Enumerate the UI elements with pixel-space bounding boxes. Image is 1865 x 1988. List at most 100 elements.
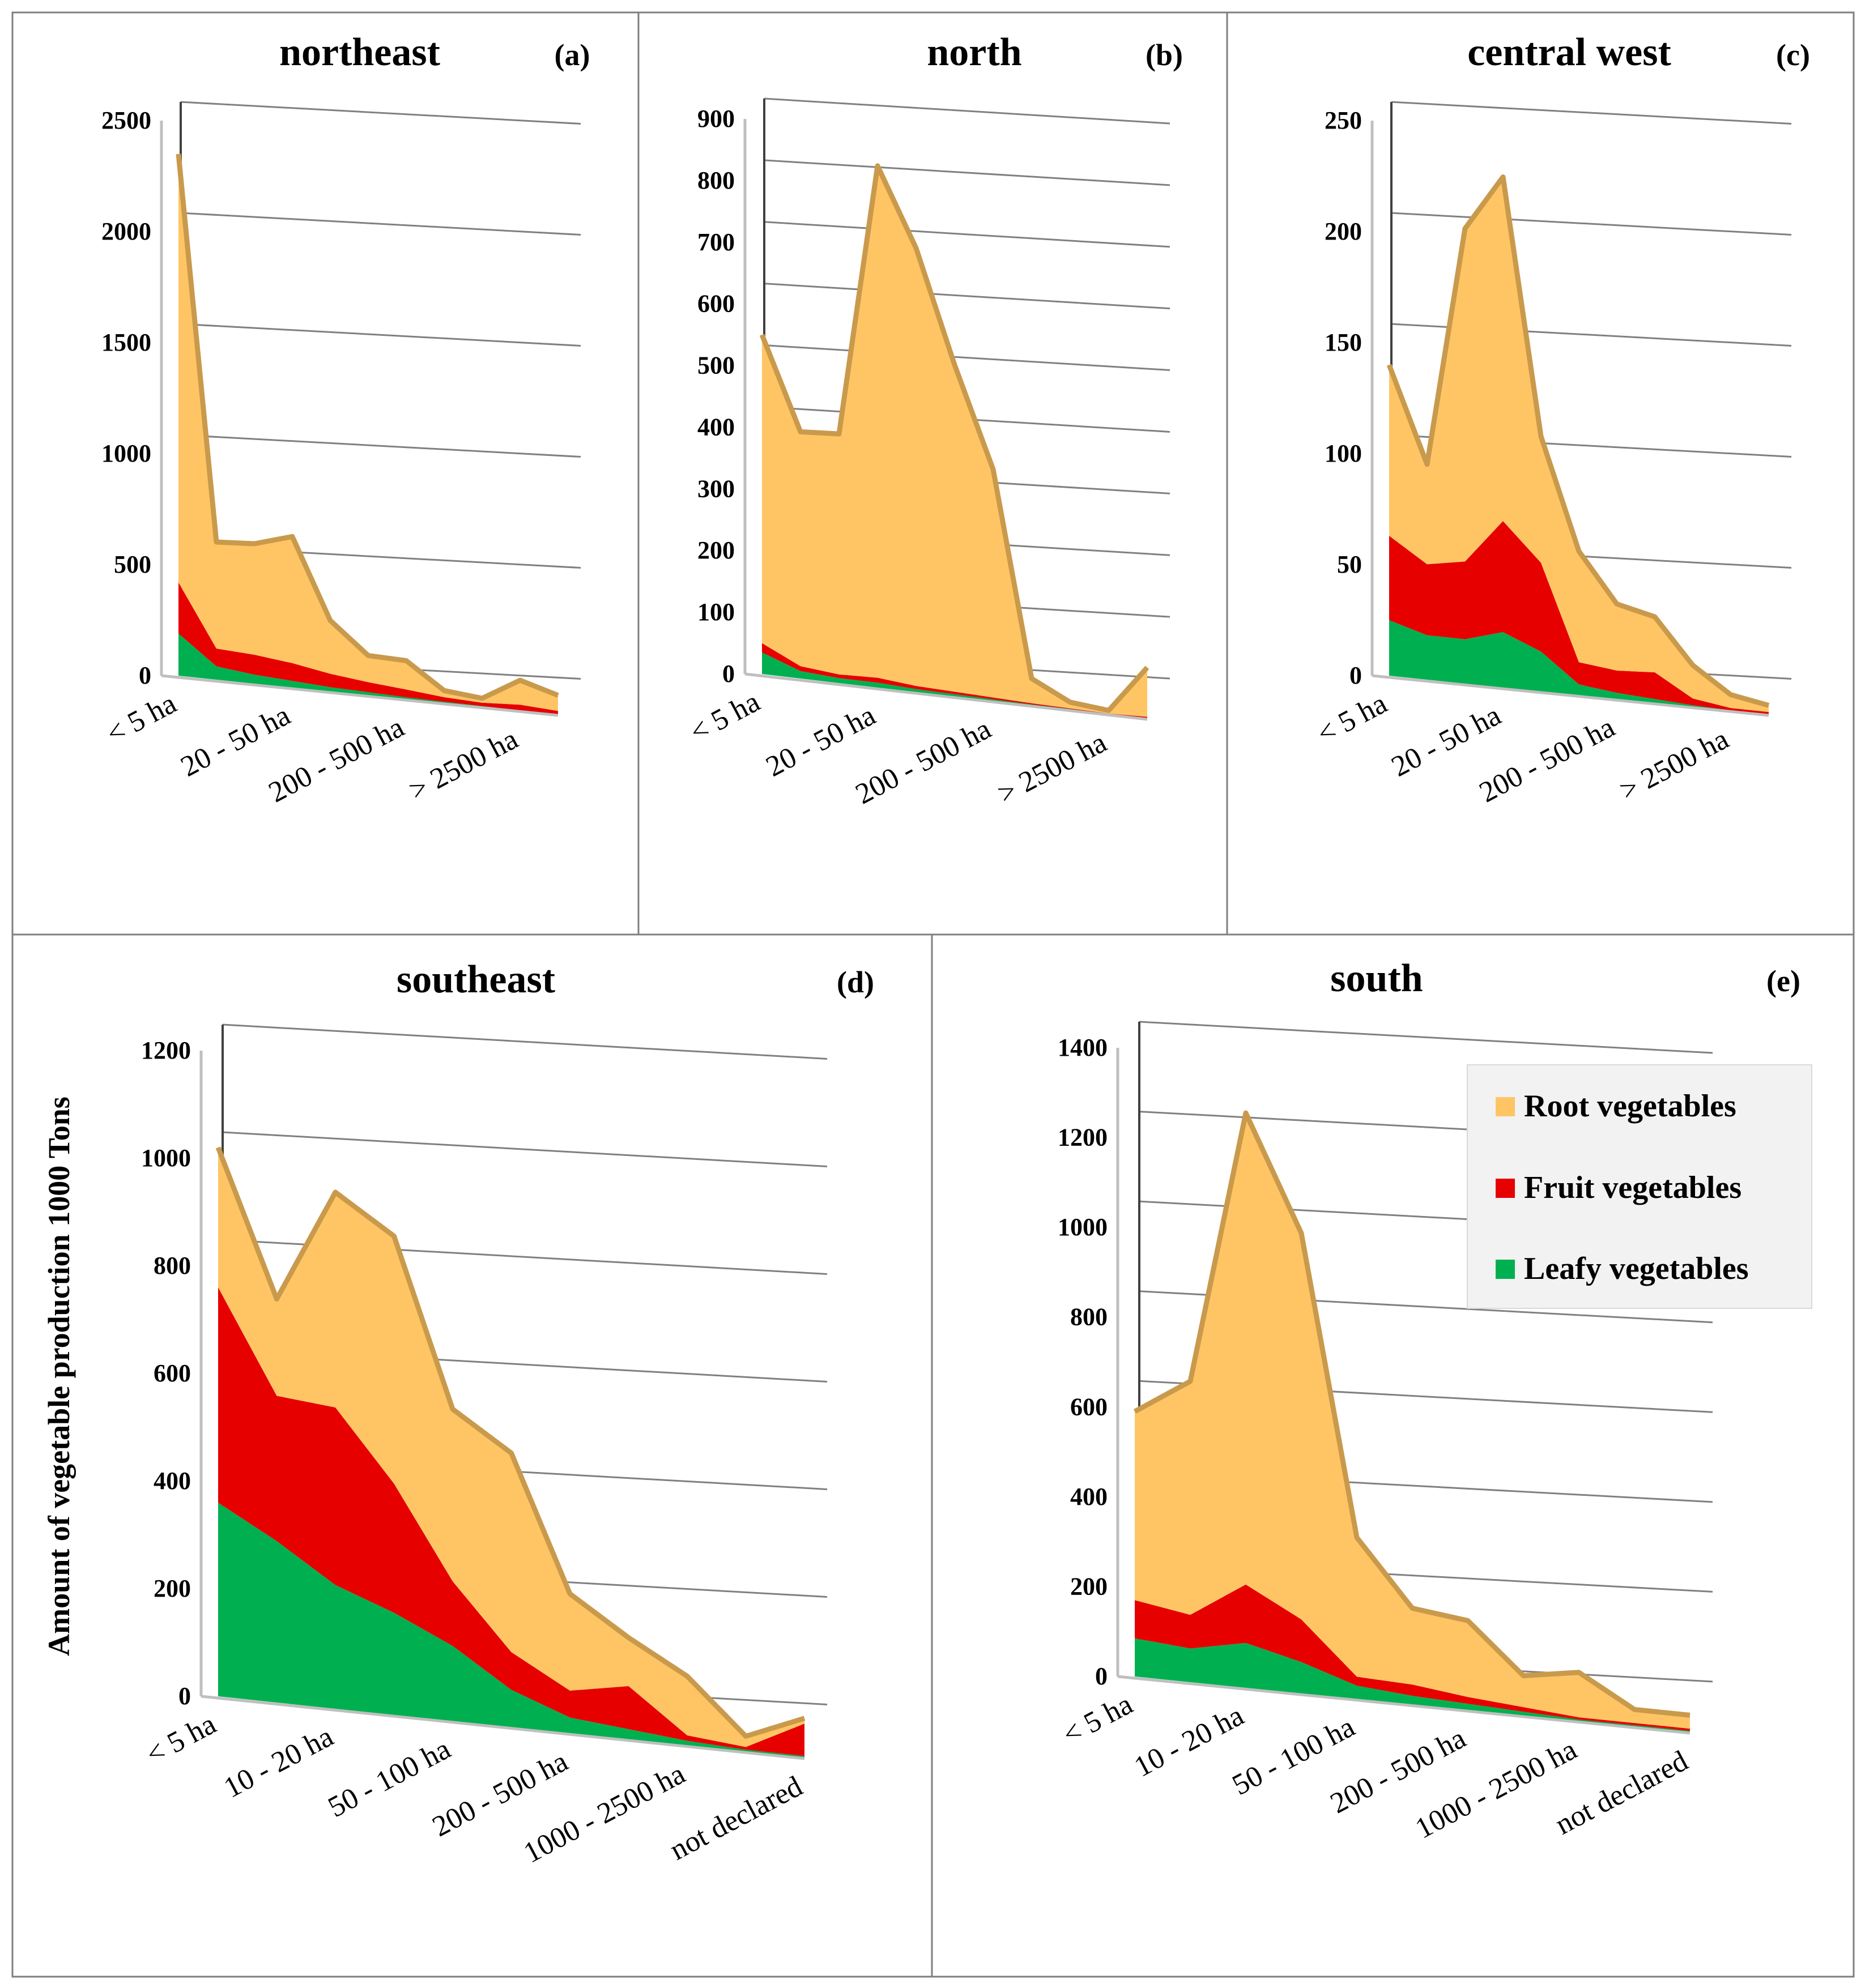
figure-frame [11, 11, 1855, 1978]
area-top-edge [176, 153, 559, 701]
panel-label: (c) [1776, 38, 1810, 72]
panel-northeast: northeast (a) 0 500 1000 1500 2000 2500 < 5 ha… [101, 31, 590, 809]
x-axis-line [744, 672, 1148, 721]
area-top-edge [1133, 1110, 1691, 1718]
y-tick-label: 100 [1325, 440, 1362, 467]
panel-borders [11, 11, 1855, 1978]
y-tick-label: 0 [178, 1682, 191, 1710]
gridline [180, 101, 581, 125]
x-tick-label: < 5 ha [1058, 1688, 1138, 1751]
x-tick-label: > 2500 ha [1615, 723, 1734, 807]
series-areas [215, 1146, 806, 1759]
legend-label-root: Root vegetables [1524, 1089, 1736, 1124]
y-tick-label: 100 [697, 598, 735, 626]
x-tick-label: < 5 ha [101, 687, 182, 750]
area-root-vegetables [1135, 1113, 1690, 1729]
y-ticks: 0 100 200 300 400 500 600 700 800 900 [697, 105, 735, 688]
area-root-vegetables [1389, 177, 1769, 713]
y-tick-label: 50 [1337, 551, 1362, 578]
series-areas [1133, 1110, 1691, 1733]
legend-swatch-fruit [1496, 1179, 1515, 1198]
legend-label-leafy: Leafy vegetables [1524, 1251, 1749, 1286]
y-tick-label: 2000 [101, 217, 151, 245]
y-tick-label: 600 [154, 1359, 191, 1387]
y-tick-label: 800 [1070, 1303, 1108, 1331]
y-tick-label: 400 [154, 1467, 191, 1495]
panel-label: (d) [837, 965, 874, 999]
area-root-vegetables [218, 1147, 804, 1747]
panel-title: south [1330, 957, 1423, 1000]
y-tick-label: 200 [1070, 1572, 1108, 1600]
gridline [180, 434, 581, 458]
y-tick-label: 400 [697, 413, 735, 441]
y-ticks: 0 200 400 600 800 1000 1200 [141, 1036, 191, 1710]
y-ticks: 0 500 1000 1500 2000 2500 [101, 106, 151, 689]
panel-title: northeast [279, 31, 440, 74]
panel-title: north [927, 31, 1021, 74]
y-tick-label: 1000 [141, 1144, 191, 1172]
legend-entry-root: Root vegetables [1496, 1089, 1736, 1124]
gridline [1391, 101, 1792, 125]
y-tick-label: 2500 [101, 106, 151, 134]
y-tick-label: 1200 [1058, 1124, 1108, 1151]
legend: Root vegetables Fruit vegetables Leafy v… [1467, 1064, 1812, 1309]
series-areas [1386, 174, 1770, 715]
x-tick-label: > 2500 ha [404, 723, 523, 807]
legend-label-fruit: Fruit vegetables [1524, 1170, 1741, 1205]
x-tick-label: < 5 ha [685, 685, 765, 749]
x-tick-label: 10 - 20 ha [219, 1720, 339, 1804]
panel-label: (b) [1146, 38, 1183, 72]
area-top-edge [759, 163, 1149, 713]
gridline [764, 344, 1170, 372]
legend-entry-leafy: Leafy vegetables [1496, 1251, 1749, 1286]
gridline [180, 323, 581, 347]
area-leafy-vegetables [1389, 620, 1769, 715]
gridline [764, 283, 1170, 310]
x-axis-line [1372, 674, 1769, 717]
y-tick-label: 600 [697, 290, 735, 318]
y-tick-label: 200 [154, 1575, 191, 1602]
y-tick-label: 0 [1095, 1662, 1108, 1690]
panel-title: central west [1467, 31, 1671, 74]
y-tick-label: 400 [1070, 1483, 1108, 1511]
x-tick-label: 20 - 50 ha [176, 699, 296, 783]
gridline [180, 212, 581, 236]
y-tick-label: 800 [697, 167, 735, 194]
area-top-edge [215, 1146, 806, 1739]
panel-label: (e) [1766, 964, 1800, 998]
y-tick-label: 200 [697, 536, 735, 564]
series-areas [759, 163, 1149, 719]
y-tick-label: 300 [697, 475, 735, 502]
panel-north: north (b) 0 100 200 300 400 500 600 700 800 900 < … [685, 31, 1183, 810]
y-tick-label: 0 [1349, 662, 1362, 689]
y-tick-label: 0 [139, 662, 151, 689]
panel-southeast: southeast (d) Amount of vegetable produc… [42, 958, 874, 1870]
y-tick-label: 0 [722, 660, 735, 688]
x-axis-line [1117, 1675, 1691, 1735]
y-ticks: 0 200 400 600 800 1000 1200 1400 [1058, 1034, 1108, 1690]
x-tick-label: < 5 ha [141, 1708, 222, 1771]
x-axis-line [201, 1695, 805, 1760]
x-tick-label: < 5 ha [1312, 687, 1393, 750]
y-tick-label: 1400 [1058, 1034, 1108, 1061]
y-tick-label: 700 [697, 228, 735, 256]
x-tick-label: > 2500 ha [993, 726, 1112, 810]
area-fruit-vegetables [1389, 521, 1769, 714]
area-leafy-vegetables [218, 1503, 804, 1759]
area-fruit-vegetables [1135, 1584, 1690, 1731]
area-top-edge [1386, 174, 1770, 708]
panel-title: southeast [397, 958, 555, 1001]
gridline [222, 1131, 828, 1167]
area-fruit-vegetables [178, 582, 558, 714]
y-tick-label: 200 [1325, 217, 1362, 245]
x-axis-line [161, 674, 559, 717]
y-tick-label: 800 [154, 1252, 191, 1279]
x-tick-label: 20 - 50 ha [761, 699, 881, 783]
gridline [764, 221, 1170, 248]
y-tick-label: 1200 [141, 1036, 191, 1064]
area-root-vegetables [178, 153, 558, 711]
legend-entry-fruit: Fruit vegetables [1496, 1170, 1741, 1205]
y-axis-label: Amount of vegetable production 1000 Tons [42, 1097, 76, 1656]
x-tick-label: 20 - 50 ha [1386, 699, 1506, 783]
